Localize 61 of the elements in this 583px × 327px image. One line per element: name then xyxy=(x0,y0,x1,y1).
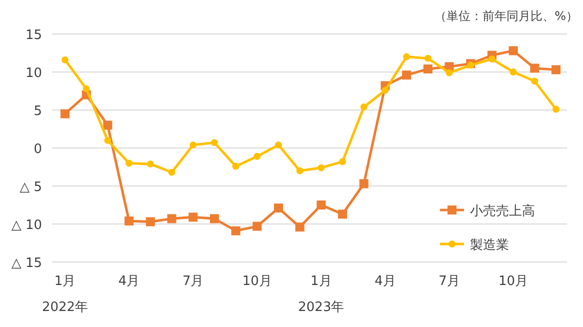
point xyxy=(403,53,410,60)
point xyxy=(318,164,325,172)
point xyxy=(146,160,154,168)
y-tick-label: 0 xyxy=(34,142,42,157)
point xyxy=(190,141,197,148)
y-tick-label: 10 xyxy=(25,66,42,81)
point xyxy=(126,160,133,167)
y-tick-label: △ 10 xyxy=(11,218,42,233)
point xyxy=(274,141,282,148)
x-tick-label: 7月 xyxy=(182,274,204,289)
point xyxy=(124,216,134,226)
point xyxy=(467,62,474,69)
point xyxy=(382,86,389,94)
x-tick-label: 4月 xyxy=(118,274,140,289)
point xyxy=(232,162,240,170)
legend-label: 小売売上高 xyxy=(470,203,535,219)
point xyxy=(104,136,112,144)
point xyxy=(510,68,517,76)
text: （単位：前年同月比、%） xyxy=(434,9,578,23)
point xyxy=(359,179,368,188)
point xyxy=(552,65,560,74)
y-tick-label: △ 5 xyxy=(20,180,42,195)
y-tick-label: 5 xyxy=(34,104,42,119)
x-tick-label: 10月 xyxy=(498,274,528,289)
point xyxy=(60,109,70,118)
point xyxy=(360,103,368,110)
point xyxy=(231,226,240,236)
point xyxy=(274,204,283,213)
point xyxy=(210,139,218,146)
point xyxy=(531,78,538,85)
point xyxy=(210,214,219,224)
point xyxy=(146,217,155,226)
point xyxy=(424,54,432,62)
point xyxy=(296,167,304,174)
point xyxy=(339,158,346,166)
x-tick-label: 1月 2023年 xyxy=(298,274,344,315)
x-tick-label: 1月 2022年 xyxy=(42,274,88,315)
point xyxy=(508,46,518,56)
point xyxy=(167,214,176,224)
point xyxy=(62,56,68,64)
legend-label: 製造業 xyxy=(470,238,509,253)
point xyxy=(103,120,112,130)
point xyxy=(338,210,348,219)
point xyxy=(252,222,262,231)
point xyxy=(168,168,176,176)
point xyxy=(82,85,90,92)
y-tick-label: △ 15 xyxy=(11,256,42,271)
point xyxy=(316,200,326,210)
point xyxy=(530,64,540,73)
point xyxy=(552,106,560,113)
point xyxy=(402,70,412,80)
point xyxy=(295,222,304,232)
x-tick-label: 4月 xyxy=(374,274,396,289)
x-tick-label: 7月 xyxy=(438,274,460,289)
point xyxy=(488,56,496,63)
x-tick-label: 10月 xyxy=(242,274,272,289)
point xyxy=(446,69,453,76)
point xyxy=(188,212,198,222)
y-tick-label: 15 xyxy=(25,28,42,43)
point xyxy=(254,152,261,160)
point xyxy=(423,64,432,74)
